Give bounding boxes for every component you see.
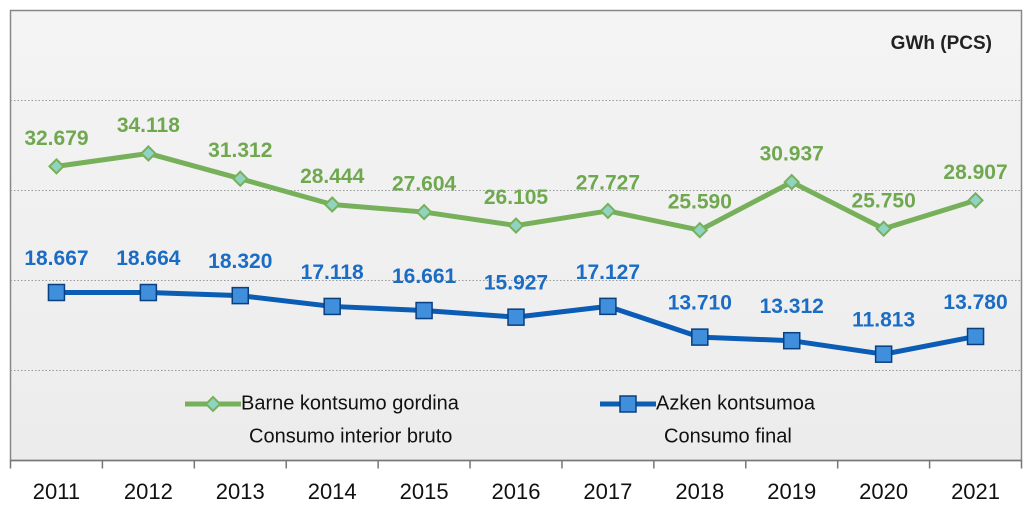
data-label: 26.105: [484, 186, 549, 209]
data-label: 25.750: [852, 189, 916, 212]
point: [874, 345, 893, 363]
x-tick-label: 2013: [216, 479, 265, 504]
point: [507, 217, 525, 234]
legend-label: Consumo final: [664, 425, 792, 447]
unit-label: GWh (PCS): [891, 33, 992, 54]
legend-label: Azken kontsumoa: [656, 392, 816, 414]
data-label: 13.780: [943, 291, 1007, 314]
data-label: 15.927: [484, 272, 548, 295]
point: [783, 173, 801, 191]
point: [139, 145, 157, 162]
point: [599, 202, 617, 220]
data-label: 28.444: [300, 165, 365, 188]
point: [231, 170, 249, 188]
data-label: 18.664: [116, 247, 181, 270]
point: [782, 331, 801, 350]
data-label: 30.937: [760, 143, 824, 166]
x-tick-label: 2015: [400, 479, 449, 504]
point: [323, 196, 341, 213]
data-label: 18.667: [24, 247, 88, 270]
x-tick-label: 2017: [583, 479, 632, 504]
data-label: 32.679: [24, 127, 88, 150]
point: [47, 283, 66, 302]
point: [875, 220, 893, 238]
point: [231, 286, 250, 305]
point: [691, 221, 709, 239]
point: [48, 157, 65, 175]
point: [691, 328, 709, 346]
x-tick-label: 2016: [492, 479, 541, 504]
data-label: 17.118: [301, 261, 364, 284]
x-tick-label: 2012: [124, 479, 173, 504]
legend-label: Consumo interior bruto: [249, 425, 452, 447]
data-label: 27.727: [576, 172, 640, 195]
data-label: 25.590: [668, 191, 732, 214]
point: [415, 203, 433, 221]
legend-marker: [204, 395, 222, 413]
data-label: 13.312: [760, 295, 824, 318]
data-label: 34.118: [117, 114, 180, 137]
legend-marker: [619, 395, 637, 413]
data-label: 27.604: [392, 173, 457, 196]
data-label: 31.312: [208, 139, 272, 162]
data-label: 28.907: [943, 161, 1007, 184]
x-tick-label: 2018: [675, 479, 724, 504]
x-tick-label: 2014: [308, 479, 357, 504]
point: [415, 301, 433, 320]
plot-area: [9, 9, 1023, 462]
data-label: 11.813: [852, 309, 915, 332]
data-label: 18.320: [208, 250, 272, 273]
point: [507, 308, 525, 326]
data-label: 17.127: [576, 261, 640, 284]
x-tick-label: 2019: [767, 479, 816, 504]
x-tick-label: 2011: [33, 479, 80, 504]
data-label: 16.661: [392, 265, 457, 288]
point: [599, 297, 617, 316]
point: [139, 283, 158, 302]
data-label: 13.710: [668, 292, 732, 315]
x-tick-label: 2020: [859, 479, 908, 504]
point: [323, 297, 341, 316]
point: [967, 191, 984, 209]
legend-label: Barne kontsumo gordina: [241, 392, 460, 414]
x-tick-label: 2021: [951, 479, 1000, 504]
point: [966, 327, 985, 346]
